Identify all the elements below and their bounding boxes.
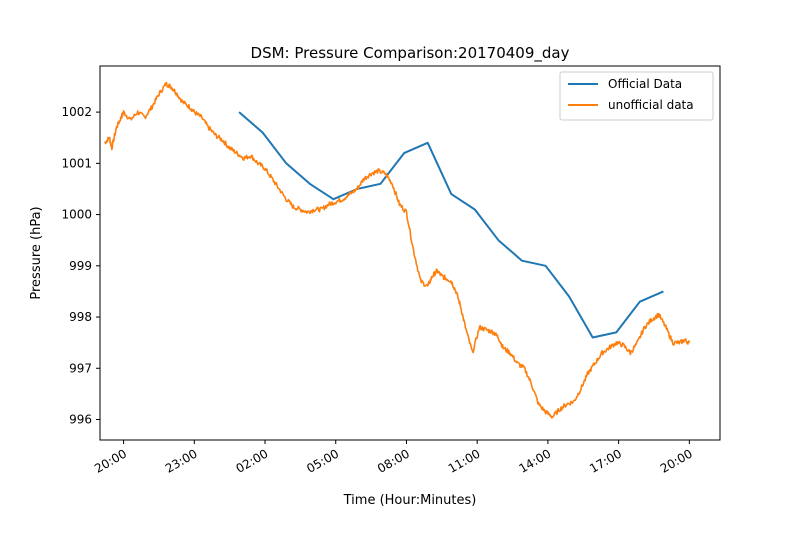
y-tick-label: 998 [69, 310, 92, 324]
y-tick-label: 997 [69, 361, 92, 375]
x-tick-label: 14:00 [516, 446, 553, 475]
y-tick-label: 1000 [61, 208, 92, 222]
legend: Official Data unofficial data [559, 71, 714, 121]
chart-title: DSM: Pressure Comparison:20170409_day [251, 44, 570, 63]
y-axis-label: Pressure (hPa) [29, 206, 44, 299]
x-tick-label: 11:00 [446, 446, 483, 475]
x-tick-label: 20:00 [92, 446, 129, 475]
legend-label-unofficial: unofficial data [608, 98, 694, 112]
x-axis-label: Time (Hour:Minutes) [343, 493, 477, 508]
legend-box [559, 71, 714, 121]
y-axis-ticks: 996 997 998 999 1000 1001 1002 [61, 105, 100, 427]
y-tick-label: 996 [69, 413, 92, 427]
legend-label-official: Official Data [608, 77, 682, 91]
series-layer [104, 81, 691, 419]
x-tick-label: 08:00 [375, 446, 412, 475]
y-tick-label: 999 [69, 259, 92, 273]
y-tick-label: 1001 [61, 156, 92, 170]
x-tick-label: 05:00 [304, 446, 341, 475]
series-unofficial-line [104, 81, 691, 419]
x-tick-label: 02:00 [234, 446, 271, 475]
x-tick-label: 20:00 [658, 446, 695, 475]
x-tick-label: 17:00 [587, 446, 624, 475]
series-official-line [238, 111, 664, 339]
x-axis-ticks: 20:00 23:00 02:00 05:00 08:00 11:00 14:00 17:00… [92, 440, 695, 476]
plot-area [99, 65, 721, 441]
x-tick-label: 23:00 [163, 446, 200, 475]
y-tick-label: 1002 [61, 105, 92, 119]
